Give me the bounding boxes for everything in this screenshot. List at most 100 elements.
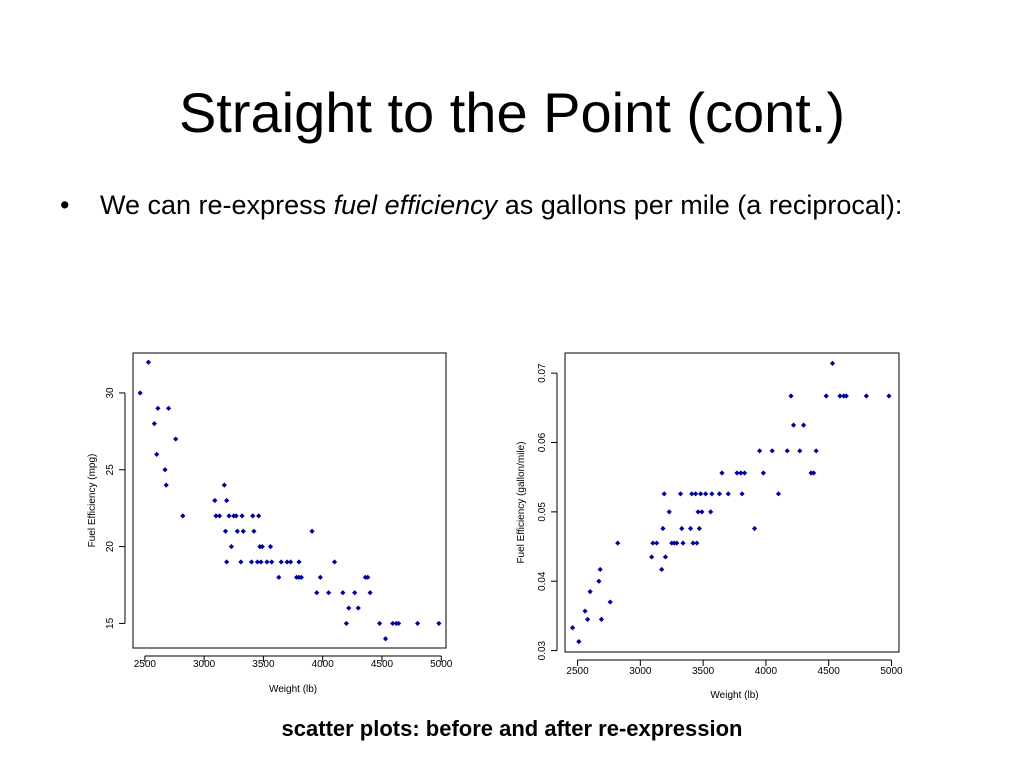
- data-point: [346, 605, 352, 611]
- data-point: [660, 525, 666, 532]
- data-point: [650, 540, 656, 546]
- data-point: [180, 513, 186, 519]
- data-point: [248, 559, 255, 565]
- data-point: [226, 513, 232, 519]
- data-point: [674, 540, 680, 546]
- bullet-text: We can re-express fuel efficiency as gal…: [100, 186, 960, 224]
- data-point: [213, 513, 219, 519]
- data-point: [662, 554, 669, 560]
- data-point: [254, 559, 261, 565]
- x-tick-label: 2500: [566, 666, 589, 677]
- data-point: [240, 528, 246, 534]
- data-point: [382, 636, 389, 642]
- data-point: [734, 470, 740, 476]
- data-point: [696, 525, 702, 532]
- data-point: [687, 525, 694, 532]
- data-point: [829, 360, 836, 367]
- data-point: [790, 422, 797, 428]
- data-point: [725, 491, 731, 497]
- data-point: [259, 543, 265, 550]
- data-point: [365, 574, 371, 580]
- data-point: [267, 543, 274, 550]
- data-point: [165, 405, 172, 411]
- data-point: [582, 608, 588, 614]
- plot-frame: [564, 352, 900, 653]
- data-point: [284, 559, 290, 565]
- data-point: [760, 470, 766, 476]
- data-point: [800, 422, 807, 428]
- data-point: [709, 491, 715, 497]
- scatter-plot-1: 2500 3000 3500 4000 4500 5000 15 20 25 30 Weight (…: [87, 352, 453, 695]
- data-point: [355, 605, 361, 611]
- data-point: [811, 470, 817, 476]
- data-point: [716, 491, 723, 497]
- y-tick-label: 25: [105, 464, 116, 476]
- data-point: [752, 525, 758, 532]
- data-point: [222, 528, 229, 534]
- data-point: [769, 448, 775, 454]
- data-point: [680, 540, 686, 546]
- data-point: [677, 491, 684, 497]
- data-point: [692, 491, 699, 497]
- data-point: [607, 599, 613, 605]
- data-point: [757, 448, 763, 454]
- data-point: [698, 491, 704, 497]
- data-point: [250, 513, 256, 519]
- data-point: [813, 448, 819, 454]
- data-point: [739, 491, 745, 497]
- data-point: [703, 491, 709, 497]
- data-point: [390, 620, 396, 627]
- data-point: [221, 482, 227, 488]
- y-tick-label: 0.03: [537, 640, 548, 660]
- data-point: [784, 448, 790, 454]
- data-point: [741, 470, 748, 476]
- data-point: [661, 491, 667, 497]
- data-point: [296, 559, 302, 565]
- x-tick-label: 3000: [193, 659, 216, 670]
- data-point: [843, 393, 849, 399]
- y-tick-label: 0.07: [537, 363, 548, 383]
- data-point: [288, 559, 294, 565]
- x-tick-label: 3500: [692, 666, 715, 677]
- data-point: [234, 528, 240, 534]
- plot-frame: [132, 352, 447, 649]
- y-axis-label: Fuel Efficiency (gallon/mile): [516, 441, 527, 563]
- data-point: [251, 528, 257, 534]
- x-tick-label: 5000: [880, 666, 903, 677]
- data-point: [695, 509, 701, 515]
- data-point: [162, 467, 168, 473]
- data-point: [309, 528, 315, 534]
- x-tick-label: 4500: [371, 659, 394, 670]
- x-axis-label: Weight (lb): [710, 690, 758, 701]
- data-point: [649, 554, 655, 560]
- x-tick-label: 4500: [818, 666, 841, 677]
- data-point: [154, 451, 160, 458]
- data-point: [278, 559, 284, 565]
- data-point: [340, 590, 346, 596]
- data-point: [173, 436, 179, 442]
- data-point: [228, 543, 235, 550]
- data-point: [569, 625, 576, 631]
- data-point: [343, 620, 350, 627]
- data-point: [863, 393, 869, 399]
- data-point: [258, 559, 264, 565]
- x-axis-label: Weight (lb): [269, 684, 317, 695]
- bullet-text-start: We can re-express: [100, 190, 334, 220]
- y-tick-label: 20: [105, 541, 116, 553]
- y-tick-label: 15: [105, 617, 116, 629]
- y-tick-label: 0.05: [537, 502, 548, 522]
- data-point: [585, 616, 591, 622]
- data-point: [314, 590, 320, 596]
- y-tick-label: 0.06: [537, 432, 548, 452]
- data-point: [886, 393, 892, 399]
- x-tick-label: 3000: [629, 666, 652, 677]
- data-point: [690, 540, 696, 546]
- data-point: [163, 482, 169, 488]
- data-point: [666, 509, 672, 515]
- data-point: [597, 566, 603, 573]
- data-point: [233, 513, 239, 519]
- y-tick-label: 30: [105, 387, 116, 399]
- data-point: [708, 509, 714, 515]
- data-point: [775, 491, 782, 497]
